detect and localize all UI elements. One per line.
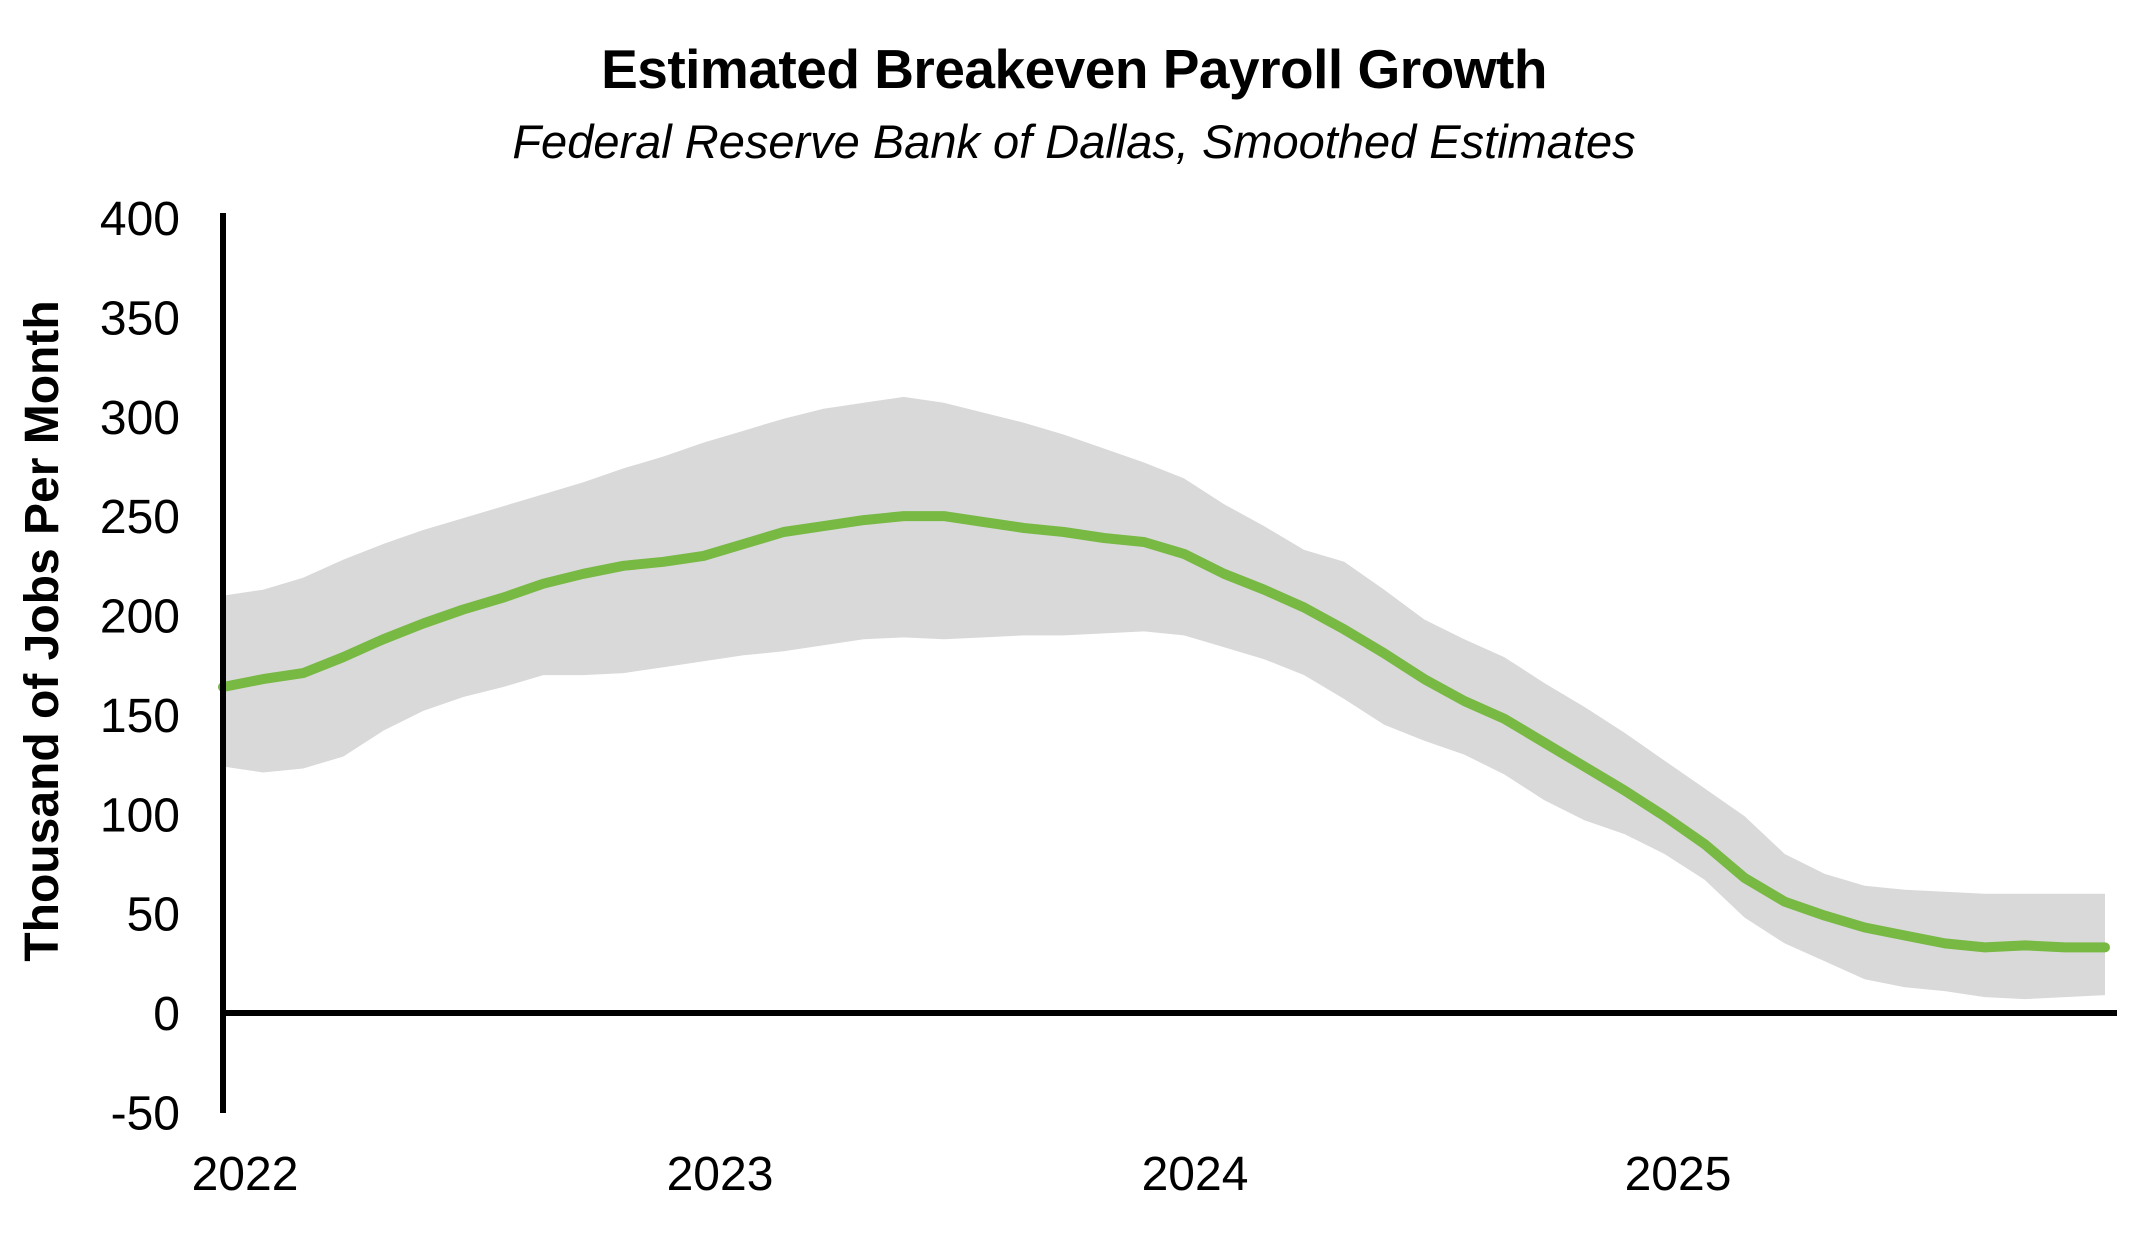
y-tick-label-300: 300	[100, 392, 180, 445]
estimate-line	[218, 511, 2110, 953]
y-tick-label-50: 50	[127, 889, 180, 942]
x-tick-label-2024: 2024	[1142, 1148, 1249, 1201]
y-tick-label-400: 400	[100, 193, 180, 246]
confidence-band-layer	[223, 396, 2105, 1000]
chart-title: Estimated Breakeven Payroll Growth	[601, 38, 1547, 100]
x-tick-label-2025: 2025	[1625, 1148, 1732, 1201]
chart-subtitle: Federal Reserve Bank of Dallas, Smoothed…	[512, 115, 1635, 168]
x-tick-label-2022: 2022	[192, 1148, 299, 1201]
y-axis-label: Thousand of Jobs Per Month	[16, 300, 69, 961]
axes-layer	[220, 213, 2117, 1113]
y-tick-label-250: 250	[100, 491, 180, 544]
x-tick-labels: 2022 2023 2024 2025	[192, 1148, 1732, 1201]
y-tick-label-350: 350	[100, 292, 180, 345]
y-tick-labels: 400 350 300 250 200 150 100 50 0 -50	[100, 193, 180, 1140]
x-tick-label-2023: 2023	[667, 1148, 774, 1201]
y-tick-label-100: 100	[100, 789, 180, 842]
y-tick-label-150: 150	[100, 690, 180, 743]
confidence-band	[223, 396, 2105, 1000]
y-tick-label-0: 0	[153, 988, 180, 1041]
y-tick-label-200: 200	[100, 591, 180, 644]
estimate-line-layer	[218, 511, 2110, 953]
y-tick-label--50: -50	[111, 1087, 180, 1140]
